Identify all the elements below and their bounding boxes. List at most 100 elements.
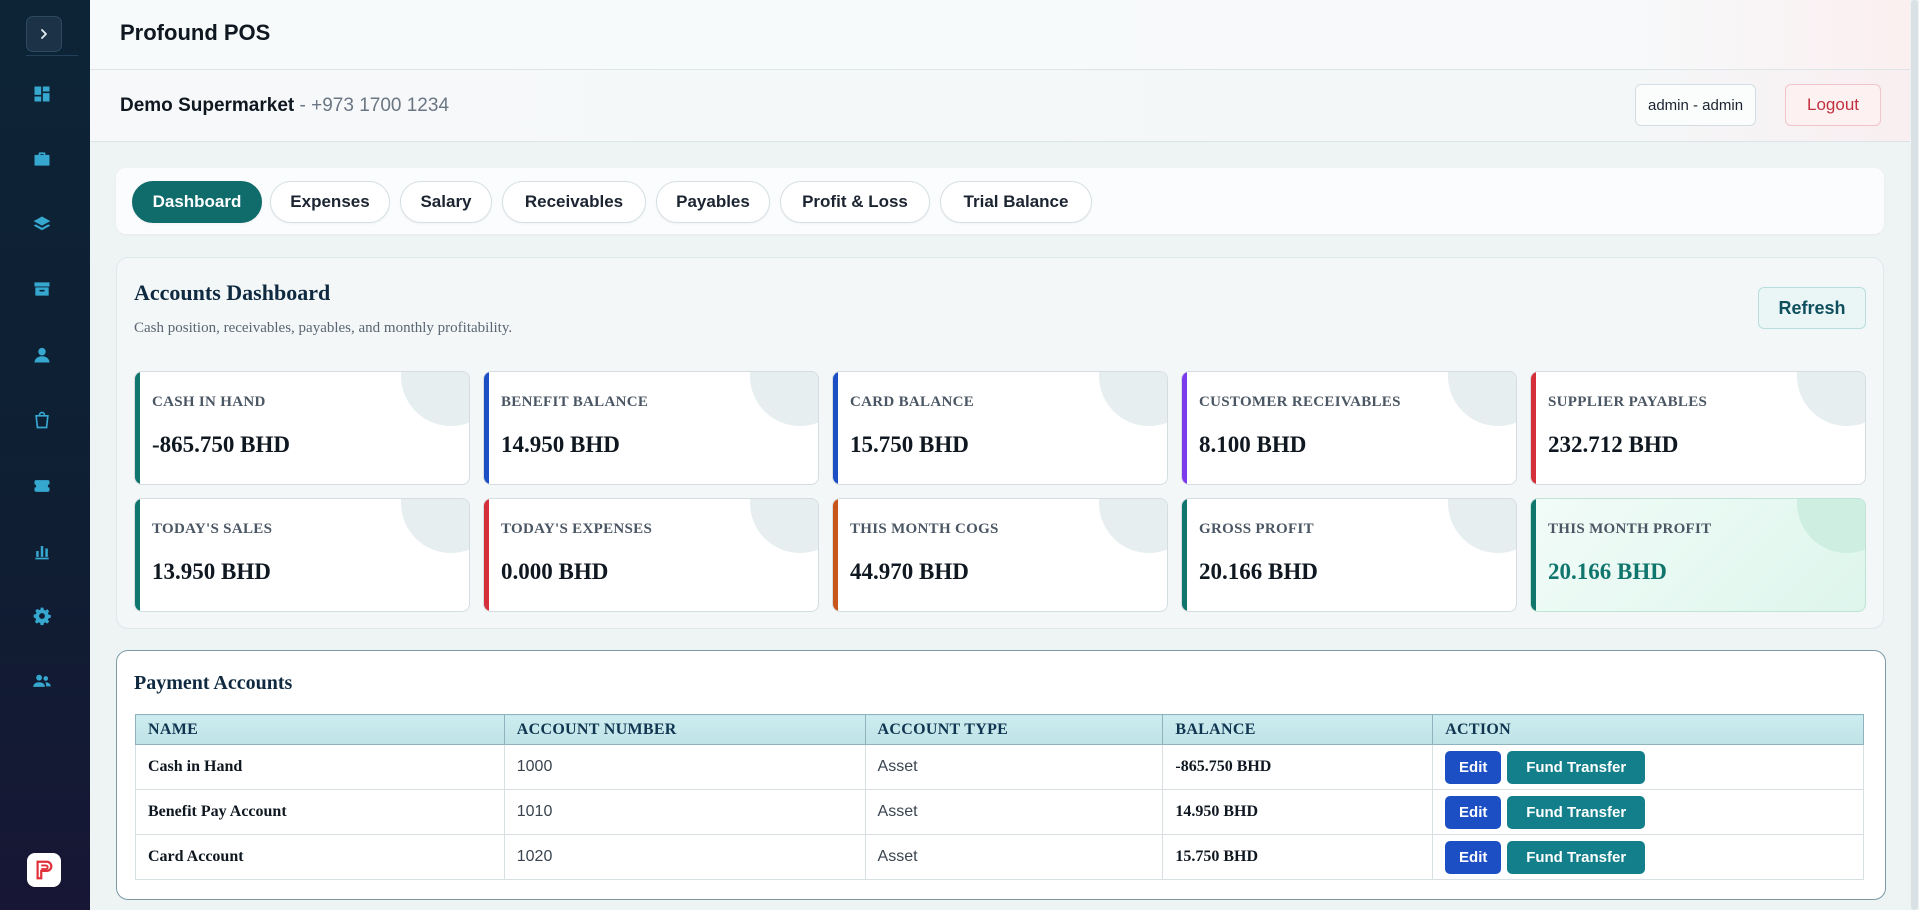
tab-receivables[interactable]: Receivables xyxy=(502,181,646,223)
fund-transfer-button[interactable]: Fund Transfer xyxy=(1507,750,1646,784)
payment-accounts-title: Payment Accounts xyxy=(134,672,293,694)
decorative-circle xyxy=(1797,372,1865,426)
account-number: 1010 xyxy=(503,789,866,835)
dashboard-icon xyxy=(34,86,50,102)
stat-value: 15.750 BHD xyxy=(850,432,969,457)
table-row: Cash in Hand 1000 Asset -865.750 BHD Edi… xyxy=(135,744,1864,790)
user-icon xyxy=(34,347,50,363)
sidebar-item-purchases[interactable] xyxy=(30,408,54,432)
stat-card-cash-in-hand: CASH IN HAND -865.750 BHD xyxy=(134,371,470,485)
stat-label: TODAY'S EXPENSES xyxy=(501,521,653,537)
dashboard-subtitle: Cash position, receivables, payables, an… xyxy=(134,320,513,336)
stat-value: 0.000 BHD xyxy=(501,559,609,584)
tab-payables[interactable]: Payables xyxy=(656,181,770,223)
stat-label: THIS MONTH COGS xyxy=(850,521,999,537)
accent-bar xyxy=(1182,499,1187,611)
brand-logo xyxy=(27,853,61,887)
refresh-button[interactable]: Refresh xyxy=(1758,287,1866,329)
fund-transfer-button[interactable]: Fund Transfer xyxy=(1507,795,1646,829)
table-row: Card Account 1020 Asset 15.750 BHD Edit F… xyxy=(135,834,1864,880)
sidebar-divider xyxy=(26,55,78,56)
stat-card-todays-expenses: TODAY'S EXPENSES 0.000 BHD xyxy=(483,498,819,612)
tab-dashboard[interactable]: Dashboard xyxy=(132,181,262,223)
decorative-circle xyxy=(750,372,818,426)
column-header-name: NAME xyxy=(135,714,505,745)
app-logo-icon xyxy=(36,860,53,880)
account-type: Asset xyxy=(864,789,1164,835)
stat-card-this-month-profit: THIS MONTH PROFIT 20.166 BHD xyxy=(1530,498,1866,612)
sidebar-toggle-button[interactable] xyxy=(26,16,62,52)
account-name: Cash in Hand xyxy=(135,744,505,790)
stat-card-supplier-payables: SUPPLIER PAYABLES 232.712 BHD xyxy=(1530,371,1866,485)
store-phone: - +973 1700 1234 xyxy=(294,95,450,116)
top-bar: Profound POS xyxy=(90,0,1910,70)
stat-card-gross-profit: GROSS PROFIT 20.166 BHD xyxy=(1181,498,1517,612)
layers-icon xyxy=(33,216,51,231)
tab-salary[interactable]: Salary xyxy=(400,181,492,223)
stat-card-benefit-balance: BENEFIT BALANCE 14.950 BHD xyxy=(483,371,819,485)
accounts-dashboard-panel: Accounts Dashboard Cash position, receiv… xyxy=(116,257,1884,629)
inbox-icon xyxy=(34,282,50,296)
account-actions: Edit Fund Transfer xyxy=(1432,789,1864,835)
accent-bar xyxy=(833,499,838,611)
payment-accounts-table: NAME ACCOUNT NUMBER ACCOUNT TYPE BALANCE… xyxy=(135,714,1864,880)
sidebar-item-users[interactable] xyxy=(30,669,54,693)
stat-label: THIS MONTH PROFIT xyxy=(1548,521,1712,537)
account-type: Asset xyxy=(864,744,1164,790)
sidebar-item-briefcase[interactable] xyxy=(30,147,54,171)
tab-bar: Dashboard Expenses Salary Receivables Pa… xyxy=(116,168,1884,234)
edit-button[interactable]: Edit xyxy=(1445,840,1502,874)
accent-bar xyxy=(484,372,489,484)
dashboard-title: Accounts Dashboard xyxy=(134,280,331,305)
account-number: 1000 xyxy=(503,744,866,790)
users-icon xyxy=(33,674,51,687)
stat-label: CASH IN HAND xyxy=(152,394,266,410)
stat-label: SUPPLIER PAYABLES xyxy=(1548,394,1708,410)
stat-label: BENEFIT BALANCE xyxy=(501,394,649,410)
stat-value: 8.100 BHD xyxy=(1199,432,1307,457)
stat-card-todays-sales: TODAY'S SALES 13.950 BHD xyxy=(134,498,470,612)
edit-button[interactable]: Edit xyxy=(1445,795,1502,829)
sidebar-item-dashboard[interactable] xyxy=(30,82,54,106)
account-number: 1020 xyxy=(503,834,866,880)
decorative-circle xyxy=(401,372,469,426)
account-balance: 15.750 BHD xyxy=(1162,834,1434,880)
stat-label: CARD BALANCE xyxy=(850,394,975,410)
tab-trial-balance[interactable]: Trial Balance xyxy=(940,181,1092,223)
chevron-right-icon xyxy=(41,29,47,39)
sidebar-item-settings[interactable] xyxy=(30,604,54,628)
fund-transfer-button[interactable]: Fund Transfer xyxy=(1507,840,1646,874)
accent-bar xyxy=(484,499,489,611)
stat-value: -865.750 BHD xyxy=(152,432,290,457)
tab-expenses[interactable]: Expenses xyxy=(270,181,390,223)
accent-bar xyxy=(135,499,140,611)
store-bar: Demo Supermarket - +973 1700 1234 admin … xyxy=(90,70,1910,142)
store-name: Demo Supermarket xyxy=(120,95,295,116)
logout-button[interactable]: Logout xyxy=(1785,84,1881,126)
app-title: Profound POS xyxy=(120,20,271,45)
accent-bar xyxy=(1182,372,1187,484)
main-content: Profound POS Demo Supermarket - +973 170… xyxy=(90,0,1910,910)
decorative-circle xyxy=(750,499,818,553)
scrollbar-thumb[interactable] xyxy=(1911,0,1918,910)
user-chip[interactable]: admin - admin xyxy=(1635,84,1757,126)
edit-button[interactable]: Edit xyxy=(1445,750,1502,784)
store-info: Demo Supermarket - +973 1700 1234 xyxy=(120,95,449,117)
account-name: Card Account xyxy=(135,834,505,880)
sidebar-item-customers[interactable] xyxy=(30,343,54,367)
account-type: Asset xyxy=(864,834,1164,880)
tab-profit-loss[interactable]: Profit & Loss xyxy=(780,181,930,223)
stat-label: GROSS PROFIT xyxy=(1199,521,1314,537)
stat-label: TODAY'S SALES xyxy=(152,521,273,537)
accent-bar xyxy=(1531,499,1536,611)
settings-icon xyxy=(33,607,51,626)
account-actions: Edit Fund Transfer xyxy=(1432,834,1864,880)
account-balance: 14.950 BHD xyxy=(1162,789,1434,835)
sidebar-item-tickets[interactable] xyxy=(30,474,54,498)
sidebar-item-inbox[interactable] xyxy=(30,277,54,301)
sidebar-item-layers[interactable] xyxy=(30,212,54,236)
column-header-account-number: ACCOUNT NUMBER xyxy=(503,714,866,745)
stat-value: 14.950 BHD xyxy=(501,432,620,457)
table-row: Benefit Pay Account 1010 Asset 14.950 BH… xyxy=(135,789,1864,835)
sidebar-item-reports[interactable] xyxy=(30,539,54,563)
